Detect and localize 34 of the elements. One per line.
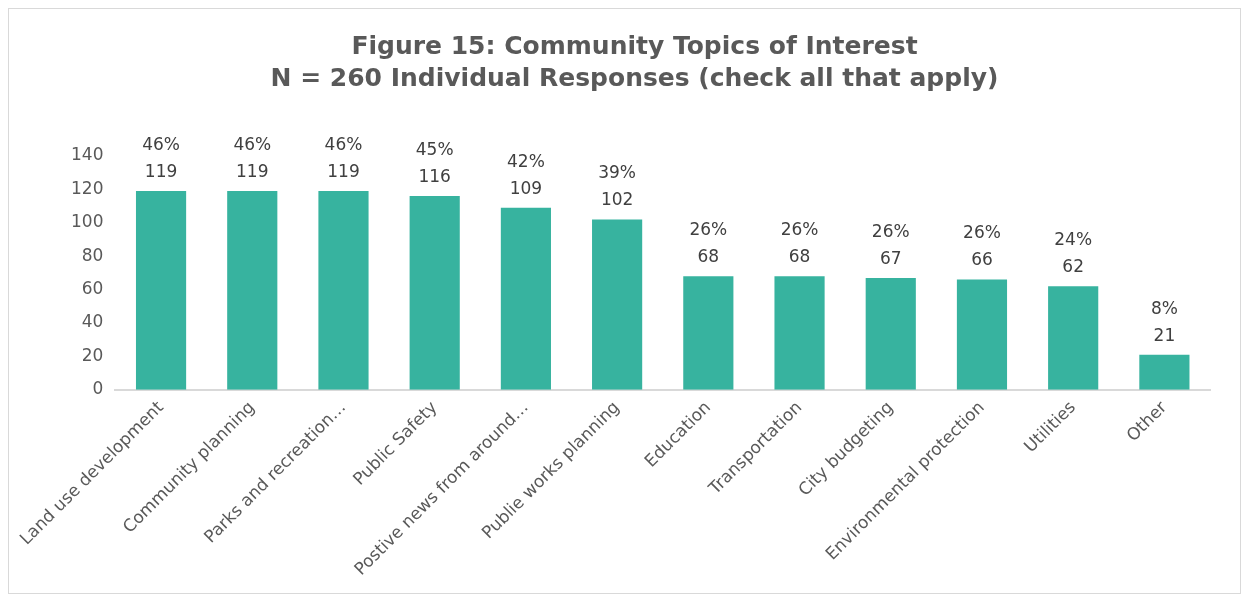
- data-label: 24% 62: [1054, 229, 1093, 277]
- y-tick-label: 100: [70, 211, 104, 232]
- bar: [1139, 354, 1190, 390]
- data-label: 45% 116: [415, 138, 454, 186]
- bar: [865, 277, 916, 390]
- data-label: 46% 119: [324, 133, 363, 181]
- chart-subtitle: N = 260 Individual Responses (check all that apply): [270, 62, 999, 92]
- bar: [1048, 286, 1099, 390]
- bar: [409, 196, 460, 390]
- bar: [774, 276, 825, 390]
- data-label: 46% 119: [142, 133, 180, 181]
- y-tick-label: 40: [81, 311, 104, 332]
- bar: [227, 191, 278, 390]
- y-tick-label: 60: [81, 277, 104, 298]
- data-label: 39% 102: [598, 162, 637, 210]
- y-tick-label: 80: [81, 244, 104, 265]
- y-tick-label: 0: [92, 378, 104, 399]
- y-tick-label: 140: [70, 144, 104, 165]
- bar: [135, 191, 187, 390]
- chart-title: Figure 15: Community Topics of Interest: [351, 30, 918, 60]
- data-label: 26% 68: [780, 219, 819, 267]
- data-label: 26% 66: [963, 222, 1001, 270]
- data-label: 26% 68: [689, 219, 728, 267]
- bar: [592, 219, 643, 390]
- bar: [318, 191, 369, 390]
- bar: [500, 207, 551, 390]
- data-label: 26% 67: [871, 220, 910, 268]
- data-label: 8% 21: [1150, 297, 1178, 345]
- data-label: 42% 109: [507, 150, 545, 198]
- bar: [683, 276, 734, 390]
- y-tick-label: 120: [70, 177, 104, 198]
- data-label: 46% 119: [233, 133, 272, 181]
- bar: [956, 279, 1008, 390]
- y-tick-label: 20: [81, 344, 104, 365]
